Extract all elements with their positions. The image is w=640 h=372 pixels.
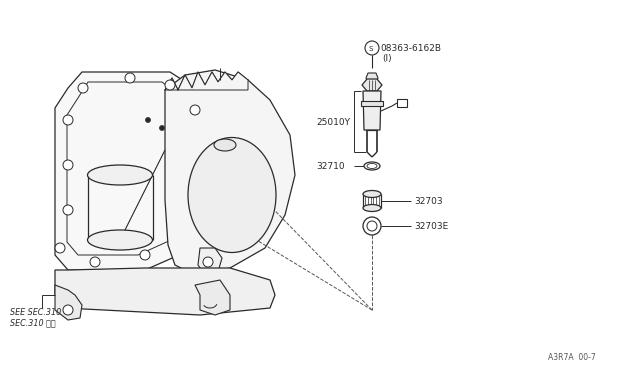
Ellipse shape bbox=[88, 165, 152, 185]
Text: 32703E: 32703E bbox=[414, 222, 448, 231]
Ellipse shape bbox=[214, 139, 236, 151]
Polygon shape bbox=[366, 73, 378, 83]
Text: 32703: 32703 bbox=[414, 197, 443, 206]
Text: A3R7A  00-7: A3R7A 00-7 bbox=[548, 353, 596, 362]
Polygon shape bbox=[198, 248, 222, 275]
Text: (I): (I) bbox=[382, 54, 392, 63]
Polygon shape bbox=[195, 280, 230, 315]
Text: S: S bbox=[369, 46, 373, 52]
Circle shape bbox=[63, 115, 73, 125]
Polygon shape bbox=[55, 72, 210, 270]
Polygon shape bbox=[362, 79, 382, 91]
Circle shape bbox=[63, 305, 73, 315]
Ellipse shape bbox=[364, 162, 380, 170]
Circle shape bbox=[159, 125, 164, 131]
Ellipse shape bbox=[363, 190, 381, 198]
Circle shape bbox=[140, 250, 150, 260]
Ellipse shape bbox=[363, 205, 381, 212]
Text: 32710: 32710 bbox=[316, 162, 344, 171]
Polygon shape bbox=[165, 72, 248, 90]
Polygon shape bbox=[55, 285, 82, 320]
Ellipse shape bbox=[88, 230, 152, 250]
Circle shape bbox=[55, 243, 65, 253]
Text: 08363-6162B: 08363-6162B bbox=[380, 44, 441, 53]
Polygon shape bbox=[361, 101, 383, 106]
Text: SEE SEC.310: SEE SEC.310 bbox=[10, 308, 61, 317]
Circle shape bbox=[63, 205, 73, 215]
Polygon shape bbox=[397, 99, 407, 107]
Polygon shape bbox=[165, 70, 295, 275]
Polygon shape bbox=[55, 268, 275, 315]
Circle shape bbox=[145, 118, 150, 122]
Circle shape bbox=[78, 83, 88, 93]
Circle shape bbox=[365, 41, 379, 55]
Circle shape bbox=[63, 160, 73, 170]
Text: 25010Y: 25010Y bbox=[316, 118, 350, 126]
Circle shape bbox=[125, 73, 135, 83]
Text: SEC.310 参照: SEC.310 参照 bbox=[10, 318, 56, 327]
Ellipse shape bbox=[188, 138, 276, 253]
Circle shape bbox=[190, 105, 200, 115]
Circle shape bbox=[203, 257, 213, 267]
Circle shape bbox=[363, 217, 381, 235]
Circle shape bbox=[165, 80, 175, 90]
Polygon shape bbox=[363, 91, 381, 130]
Circle shape bbox=[190, 195, 200, 205]
Circle shape bbox=[90, 257, 100, 267]
